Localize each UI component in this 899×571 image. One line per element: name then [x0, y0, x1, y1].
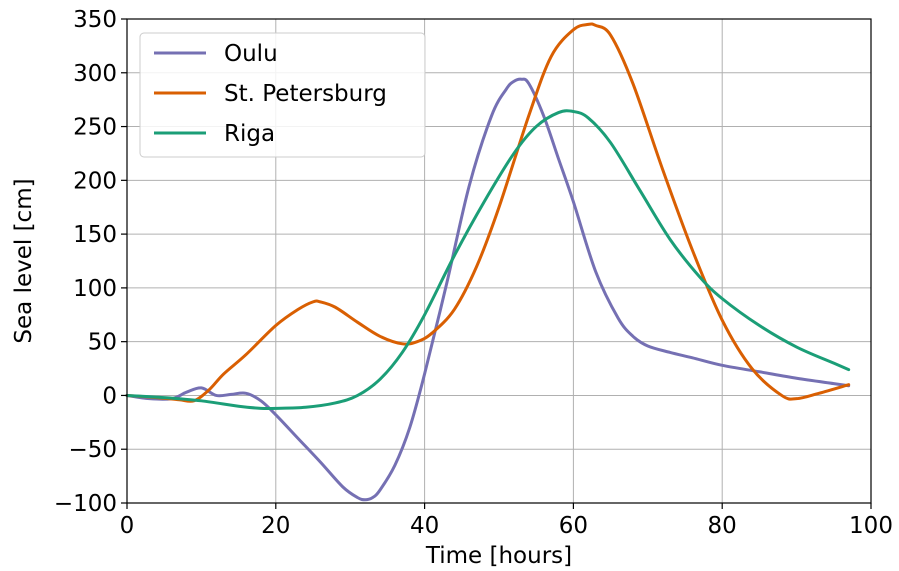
y-tick-label: 0: [102, 383, 117, 409]
legend-box: [139, 32, 426, 158]
y-tick-label: −100: [54, 491, 117, 517]
y-tick-label: −50: [68, 437, 117, 463]
series-line-riga: [125, 109, 851, 411]
legend-label: Riga: [224, 121, 275, 147]
legend: Oulu St. Petersburg Riga: [139, 32, 426, 158]
y-tick-label: 350: [73, 7, 117, 33]
x-tick-label: 20: [261, 513, 290, 539]
y-tick-label: 200: [73, 168, 117, 194]
y-tick-label: 250: [73, 115, 117, 141]
x-tick-label: 0: [120, 513, 135, 539]
x-tick-label: 40: [410, 513, 439, 539]
series-lines: [125, 22, 851, 502]
y-tick-label: 50: [88, 330, 117, 356]
x-tick-label: 60: [559, 513, 588, 539]
plot-frame: [126, 18, 872, 504]
y-tick-label: 100: [73, 276, 117, 302]
series-line-oulu: [125, 77, 851, 502]
x-tick-label: 100: [849, 513, 893, 539]
legend-label: St. Petersburg: [224, 81, 387, 107]
y-axis-label: Sea level [cm]: [11, 178, 37, 343]
x-axis-label: Time [hours]: [425, 543, 572, 569]
series-line-st-petersburg: [125, 22, 851, 403]
legend-label: Oulu: [224, 41, 278, 67]
y-tick-label: 150: [73, 222, 117, 248]
y-tick-label: 300: [73, 61, 117, 87]
x-tick-label: 80: [708, 513, 737, 539]
axis-ticks: 0 20 40 60 80 100 −100 −50 0 50 100 150 200 250 300 350: [54, 7, 893, 539]
legend-items: Oulu St. Petersburg Riga: [154, 41, 387, 147]
